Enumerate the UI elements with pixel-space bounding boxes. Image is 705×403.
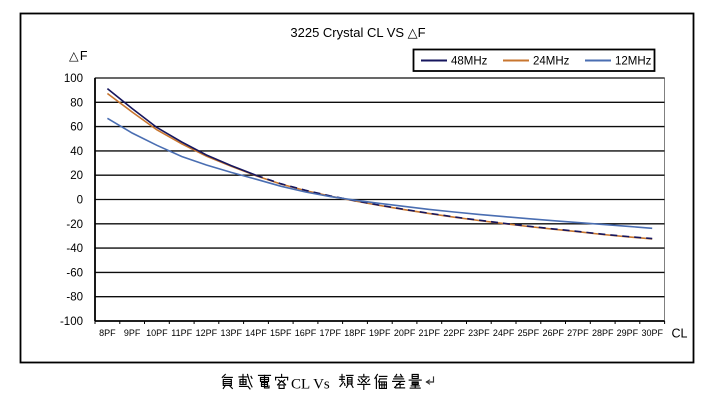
svg-text:24MHz: 24MHz [533, 56, 570, 68]
svg-text:16PF: 16PF [295, 328, 317, 338]
svg-text:48MHz: 48MHz [451, 56, 488, 68]
svg-text:-40: -40 [66, 243, 83, 255]
svg-text:-100: -100 [60, 316, 83, 328]
svg-text:15PF: 15PF [270, 328, 292, 338]
svg-text:△F: △F [69, 49, 89, 63]
svg-text:27PF: 27PF [567, 328, 589, 338]
svg-text:25PF: 25PF [518, 328, 540, 338]
svg-text:18PF: 18PF [344, 328, 366, 338]
svg-text:22PF: 22PF [443, 328, 465, 338]
svg-text:9PF: 9PF [124, 328, 141, 338]
svg-text:28PF: 28PF [592, 328, 614, 338]
svg-text:12MHz: 12MHz [615, 56, 652, 68]
svg-text:-20: -20 [66, 219, 83, 231]
svg-text:100: 100 [64, 73, 83, 85]
svg-text:CL Vs: CL Vs [291, 377, 330, 393]
svg-text:29PF: 29PF [617, 328, 639, 338]
svg-text:10PF: 10PF [146, 328, 168, 338]
svg-text:-60: -60 [66, 267, 83, 279]
svg-text:24PF: 24PF [493, 328, 515, 338]
svg-text:19PF: 19PF [369, 328, 391, 338]
svg-text:0: 0 [77, 195, 83, 207]
svg-text:14PF: 14PF [245, 328, 267, 338]
svg-text:11PF: 11PF [171, 328, 192, 338]
svg-text:CL: CL [672, 327, 688, 341]
svg-text:20PF: 20PF [394, 328, 416, 338]
svg-text:60: 60 [70, 122, 83, 134]
svg-text:40: 40 [70, 146, 83, 158]
svg-text:17PF: 17PF [320, 328, 342, 338]
svg-text:-80: -80 [66, 292, 83, 304]
svg-text:26PF: 26PF [542, 328, 564, 338]
svg-text:21PF: 21PF [419, 328, 441, 338]
svg-text:20: 20 [70, 170, 83, 182]
svg-text:30PF: 30PF [641, 328, 663, 338]
svg-text:13PF: 13PF [220, 328, 242, 338]
svg-text:8PF: 8PF [99, 328, 116, 338]
svg-text:80: 80 [70, 97, 83, 109]
svg-text:23PF: 23PF [468, 328, 490, 338]
svg-text:3225 Crystal CL VS △F: 3225 Crystal CL VS △F [290, 25, 425, 40]
svg-text:12PF: 12PF [196, 328, 218, 338]
